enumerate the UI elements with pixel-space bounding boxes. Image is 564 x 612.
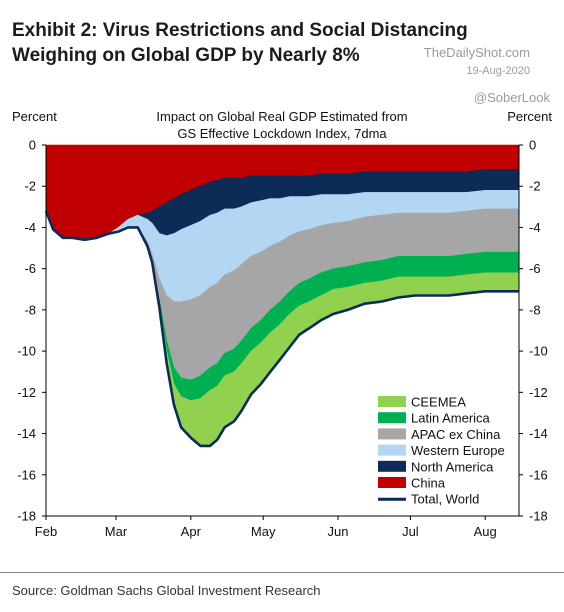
legend-label-western-europe: Western Europe	[411, 443, 505, 458]
y-tick-label-left: -14	[17, 426, 36, 441]
legend-swatch-north-america	[378, 460, 406, 472]
twitter-handle: @SoberLook	[473, 90, 550, 105]
y-tick-label-right: -14	[529, 426, 548, 441]
y-tick-label-right: -4	[529, 220, 541, 235]
y-tick-label-right: -8	[529, 302, 541, 317]
legend-label-latin-america: Latin America	[411, 411, 491, 426]
legend-label-china: China	[411, 476, 446, 491]
y-tick-label-left: -12	[17, 385, 36, 400]
y-tick-label-right: -10	[529, 344, 548, 359]
legend-swatch-china	[378, 477, 406, 488]
y-tick-label-right: -2	[529, 179, 541, 194]
site-watermark: TheDailyShot.com	[423, 45, 530, 60]
legend-label-apac-ex-china: APAC ex China	[411, 427, 501, 442]
legend-swatch-western-europe	[378, 444, 406, 456]
chart-area: Impact on Global Real GDP Estimated from…	[0, 100, 564, 545]
gdp-impact-chart: Impact on Global Real GDP Estimated from…	[12, 109, 552, 539]
footer-divider	[0, 572, 564, 573]
x-tick-label: Apr	[181, 524, 202, 539]
legend-label-ceemea: CEEMEA	[411, 395, 466, 410]
source-note: Source: Goldman Sachs Global Investment …	[12, 583, 321, 598]
y-tick-label-left: -10	[17, 344, 36, 359]
exhibit-title: Exhibit 2: Virus Restrictions and Social…	[12, 20, 468, 66]
x-tick-label: May	[251, 524, 276, 539]
x-tick-label: Jul	[402, 524, 419, 539]
x-tick-label: Feb	[35, 524, 57, 539]
chart-title-line-2: GS Effective Lockdown Index, 7dma	[177, 126, 387, 141]
legend-swatch-latin-america	[378, 412, 406, 424]
legend-swatch-apac-ex-china	[378, 428, 406, 440]
y-axis-label-right: Percent	[507, 109, 552, 124]
y-tick-label-left: -2	[24, 179, 36, 194]
date-stamp: 19-Aug-2020	[466, 65, 530, 77]
y-tick-label-left: -4	[24, 220, 36, 235]
y-tick-label-left: -8	[24, 302, 36, 317]
y-tick-label-left: -16	[17, 467, 36, 482]
y-axis-label-left: Percent	[12, 109, 57, 124]
y-tick-label-right: 0	[529, 138, 536, 153]
chart-title-line-1: Impact on Global Real GDP Estimated from	[156, 109, 407, 124]
y-tick-label-right: -6	[529, 261, 541, 276]
y-tick-label-left: -6	[24, 261, 36, 276]
y-tick-label-right: -16	[529, 467, 548, 482]
legend-swatch-ceemea	[378, 396, 406, 407]
line-total-world	[44, 210, 519, 448]
y-tick-label-left: 0	[29, 138, 36, 153]
legend-label-north-america: North America	[411, 459, 494, 474]
y-tick-label-right: -18	[529, 509, 548, 524]
x-tick-label: Jun	[328, 524, 349, 539]
x-tick-label: Mar	[105, 524, 128, 539]
x-tick-label: Aug	[474, 524, 497, 539]
legend-label-total-world: Total, World	[411, 492, 479, 507]
y-tick-label-left: -18	[17, 509, 36, 524]
y-tick-label-right: -12	[529, 385, 548, 400]
